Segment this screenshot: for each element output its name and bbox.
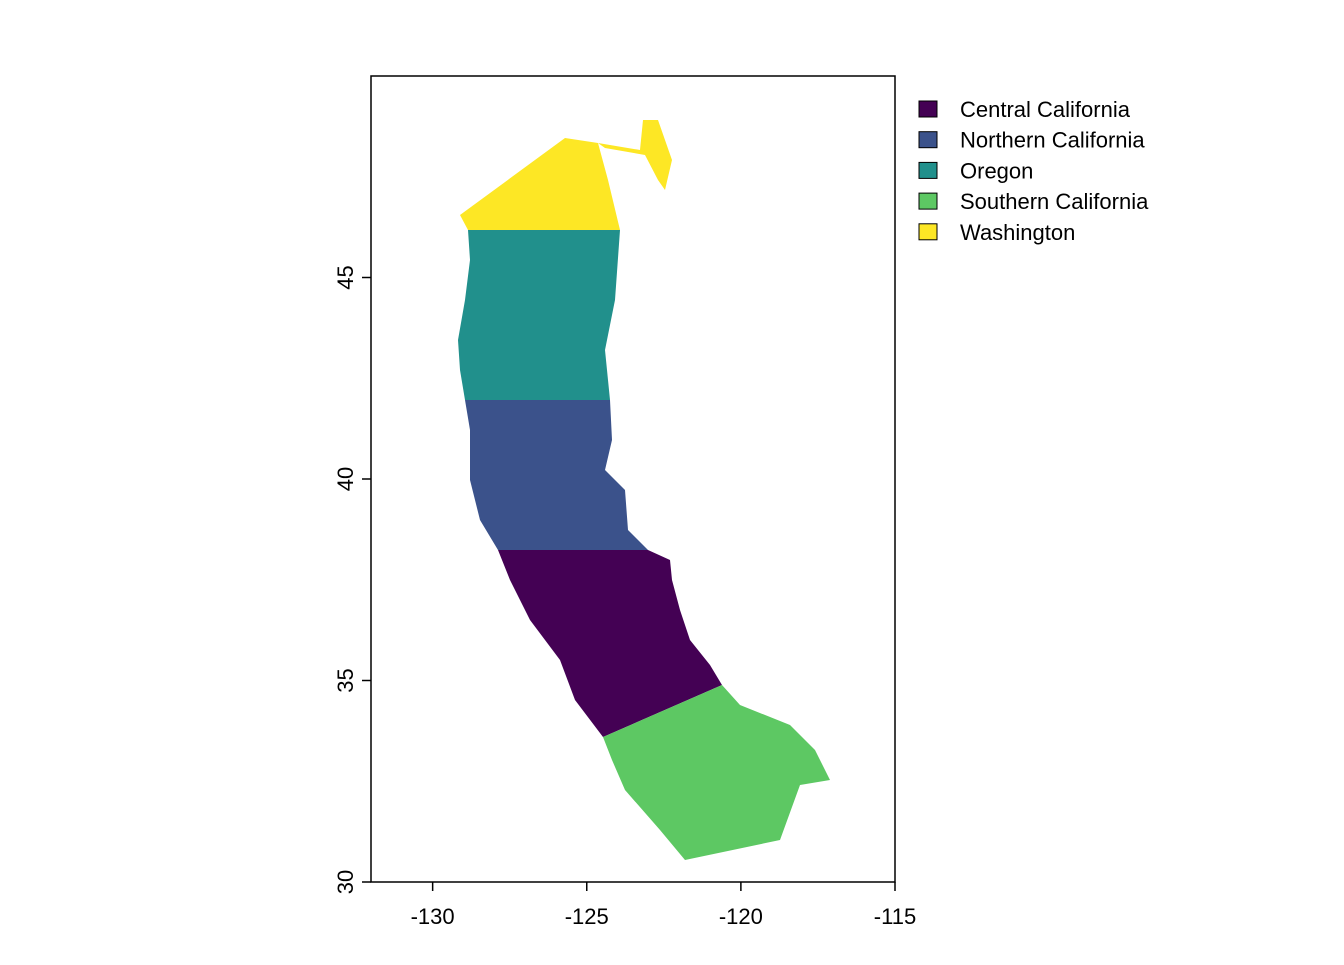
legend-swatch bbox=[918, 100, 938, 118]
x-tick-label: -125 bbox=[565, 904, 609, 929]
y-tick-label: 40 bbox=[333, 467, 358, 491]
washington-region bbox=[460, 120, 672, 230]
legend-label: Washington bbox=[960, 220, 1075, 245]
x-tick-label: -120 bbox=[719, 904, 763, 929]
legend-swatch bbox=[918, 161, 938, 179]
legend-swatch bbox=[918, 131, 938, 149]
central-california-region bbox=[498, 550, 722, 737]
legend-swatch bbox=[918, 192, 938, 210]
x-tick-label: -130 bbox=[411, 904, 455, 929]
legend-label: Oregon bbox=[960, 158, 1033, 183]
y-tick-label: 35 bbox=[333, 668, 358, 692]
legend-swatch bbox=[918, 223, 938, 241]
northern-california-region bbox=[465, 400, 648, 550]
x-tick-label: -115 bbox=[874, 904, 916, 929]
y-tick-label: 45 bbox=[333, 265, 358, 289]
southern-california-region bbox=[603, 685, 830, 860]
oregon-region bbox=[458, 230, 620, 400]
legend-label: Central California bbox=[960, 97, 1131, 122]
regions bbox=[458, 120, 830, 860]
legend-label: Southern California bbox=[960, 189, 1149, 214]
y-tick-label: 30 bbox=[333, 870, 358, 894]
legend-label: Northern California bbox=[960, 128, 1145, 153]
